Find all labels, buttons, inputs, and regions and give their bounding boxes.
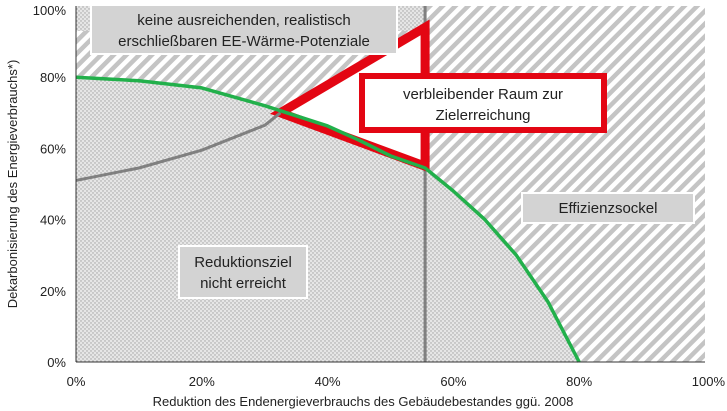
x-tick-label: 80% [566, 374, 592, 389]
x-tick-label: 40% [315, 374, 341, 389]
y-tick-label: 20% [40, 284, 66, 299]
y-axis-title: Dekarbonisierung des Energieverbrauchs*) [5, 60, 20, 309]
y-tick-label: 80% [40, 70, 66, 85]
svg-text:verbleibender Raum zur: verbleibender Raum zur [403, 86, 563, 103]
y-tick-label: 40% [40, 213, 66, 228]
svg-text:nicht erreicht: nicht erreicht [200, 275, 287, 292]
svg-text:Effizienzsockel: Effizienzsockel [559, 200, 658, 217]
annotation-target-not-reached: Reduktionsziel nicht erreicht [178, 245, 308, 299]
x-tick-label: 100% [692, 374, 726, 389]
series-line-grey [75, 111, 282, 182]
svg-text:keine ausreichenden, realistis: keine ausreichenden, realistisch [137, 12, 350, 29]
annotation-ee-potential: keine ausreichenden, realistisch erschli… [90, 4, 398, 55]
x-tick-label: 60% [440, 374, 466, 389]
x-tick-label: 0% [67, 374, 86, 389]
svg-text:Reduktionsziel: Reduktionsziel [194, 254, 292, 271]
annotation-remaining-space: verbleibender Raum zur Zielerreichung [359, 73, 607, 133]
y-tick-label: 100% [33, 3, 67, 18]
y-tick-label: 60% [40, 141, 66, 156]
annotation-efficiency-base: Effizienzsockel [521, 192, 695, 224]
x-tick-labels: 0% 20% 40% 60% 80% 100% [67, 374, 726, 389]
y-tick-label: 0% [47, 355, 66, 370]
axes: 0% 20% 40% 60% 80% 100% 0% 20% 40% 60% 80% 100% Re… [5, 3, 725, 409]
y-tick-labels: 0% 20% 40% 60% 80% 100% [33, 3, 67, 370]
x-axis-title: Reduktion des Endenergieverbrauchs des G… [153, 394, 574, 409]
svg-text:erschließbaren EE-Wärme-Potenz: erschließbaren EE-Wärme-Potenziale [118, 33, 370, 50]
series-line-green [75, 75, 581, 363]
x-tick-label: 20% [189, 374, 215, 389]
svg-text:Zielerreichung: Zielerreichung [435, 107, 530, 124]
